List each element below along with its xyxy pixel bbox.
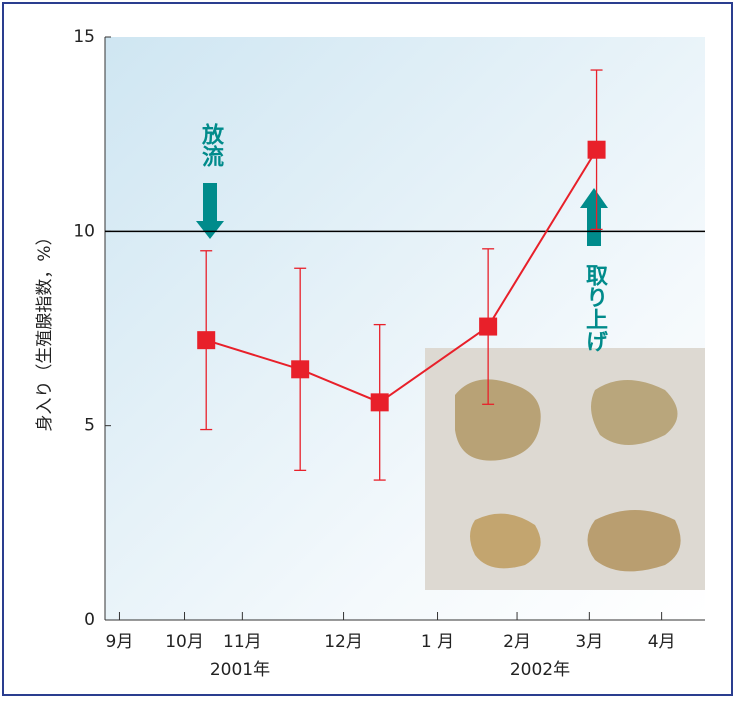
year-label: 2001年	[210, 660, 270, 680]
x-tick-label: 10月	[165, 632, 204, 652]
x-tick-label: 9月	[106, 632, 134, 652]
annotation: 取り上げ	[582, 264, 608, 352]
x-tick-label: 3月	[575, 632, 603, 652]
y-tick-label: 15	[73, 27, 95, 47]
y-tick-label: 0	[84, 610, 95, 630]
chart: 身入り（生殖腺指数，%） 2001年 2002年 放流 取り上げ 0 5 10 15 9…	[0, 0, 735, 698]
y-axis-label: 身入り（生殖腺指数，%）	[35, 228, 55, 431]
year-label: 2002年	[510, 660, 570, 680]
x-tick-label: 12月	[324, 632, 363, 652]
y-tick-label: 5	[84, 416, 95, 436]
x-tick-label: 4月	[648, 632, 676, 652]
x-tick-label: 11月	[223, 632, 262, 652]
photo-inset	[425, 348, 705, 590]
point	[371, 393, 389, 411]
point	[479, 318, 497, 336]
y-tick-label: 10	[73, 221, 95, 241]
x-tick-label: 2月	[503, 632, 531, 652]
point	[197, 331, 215, 349]
x-tick-label: 1 月	[421, 632, 454, 652]
point	[588, 141, 606, 159]
point	[291, 360, 309, 378]
annotation: 放流	[198, 122, 225, 167]
